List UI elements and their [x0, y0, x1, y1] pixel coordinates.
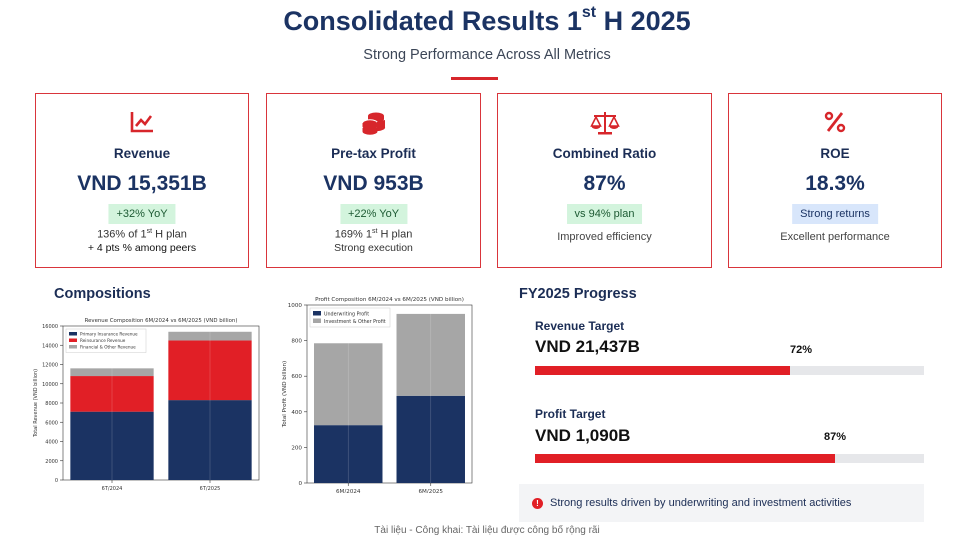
- bar-segment: [168, 331, 252, 341]
- y-tick-label: 600: [291, 374, 302, 380]
- card-value: 18.3%: [805, 172, 865, 195]
- status-badge: +22% YoY: [339, 204, 408, 224]
- card-note: 169% 1st H plan: [334, 228, 413, 241]
- y-tick-label: 2000: [45, 459, 58, 465]
- status-badge: vs 94% plan: [566, 204, 643, 224]
- revenue-target-value: VND 21,437B: [535, 337, 640, 356]
- x-tick-label: 6M/2025: [418, 489, 443, 493]
- card-value: VND 15,351B: [77, 172, 207, 195]
- legend-box: [65, 328, 147, 353]
- bar-segment: [70, 376, 154, 412]
- card-value: VND 953B: [323, 172, 424, 195]
- bar-segment: [314, 343, 383, 426]
- legend-swatch: [69, 332, 77, 336]
- bar-segment: [396, 395, 465, 483]
- bar-segment: [70, 368, 154, 377]
- status-badge: Strong returns: [792, 204, 878, 224]
- progress-heading: FY2025 Progress: [519, 286, 637, 302]
- bar-segment: [168, 400, 252, 480]
- y-axis-label: Total Revenue (VND billion): [33, 369, 39, 438]
- y-tick-label: 400: [291, 410, 302, 416]
- profit-target-value: VND 1,090B: [535, 426, 631, 445]
- profit-progress-fill: [535, 454, 835, 463]
- footer-note: Tài liệu - Công khai: Tài liệu được công…: [374, 525, 600, 536]
- page-title: Consolidated Results 1st H 2025: [283, 4, 691, 36]
- percent-icon: [729, 110, 941, 136]
- card-title: ROE: [820, 146, 850, 161]
- revenue-progress-bar: [535, 366, 924, 375]
- card-title: Pre-tax Profit: [331, 146, 416, 161]
- revenue-composition-chart: Revenue Composition 6M/2024 vs 6M/2025 (…: [33, 318, 260, 492]
- info-icon: !: [532, 497, 543, 509]
- y-tick-label: 6000: [45, 420, 58, 426]
- legend-swatch: [313, 311, 321, 316]
- legend-swatch: [313, 318, 321, 323]
- y-tick-label: 0: [55, 478, 58, 484]
- revenue-target-percent: 72%: [790, 344, 813, 356]
- card-note: 136% of 1st H plan: [97, 228, 187, 241]
- legend-label: Investment & Other Profit: [324, 319, 386, 325]
- info-text: Strong results driven by underwriting an…: [550, 497, 852, 509]
- legend-label: Financial & Other Revenue: [80, 345, 136, 350]
- legend-label: Primary Insurance Revenue: [80, 332, 138, 337]
- profit-progress-bar: [535, 454, 924, 463]
- x-tick-label: 6M/2024: [336, 489, 361, 493]
- profit-target-label: Profit Target: [535, 407, 606, 421]
- pretax-profit-card: Pre-tax Profit VND 953B +22% YoY 169% 1s…: [266, 93, 481, 268]
- y-tick-label: 8000: [45, 401, 58, 407]
- card-note: Excellent performance: [780, 231, 890, 243]
- balance-scale-icon: [498, 110, 711, 136]
- card-title: Combined Ratio: [552, 146, 657, 161]
- profit-target-percent: 87%: [824, 431, 847, 443]
- legend-label: Underwriting Profit: [324, 312, 369, 318]
- page-subtitle: Strong Performance Across All Metrics: [363, 47, 611, 63]
- legend-swatch: [69, 345, 77, 349]
- legend-box: [309, 307, 391, 328]
- card-value: 87%: [583, 172, 626, 195]
- y-axis-label: Total Profit (VND billion): [282, 361, 288, 428]
- y-tick-label: 10000: [42, 382, 58, 388]
- legend-swatch: [69, 338, 77, 342]
- chart-title: Profit Composition 6M/2024 vs 6M/2025 (V…: [315, 297, 464, 303]
- y-tick-label: 200: [291, 445, 302, 451]
- y-tick-label: 12000: [42, 363, 58, 369]
- y-tick-label: 1000: [288, 303, 303, 309]
- profit-composition-chart: Profit Composition 6M/2024 vs 6M/2025 (V…: [282, 297, 473, 493]
- revenue-progress-fill: [535, 366, 790, 375]
- y-tick-label: 0: [298, 481, 302, 487]
- bar-segment: [314, 425, 383, 483]
- revenue-card: Revenue VND 15,351B +32% YoY 136% of 1st…: [35, 93, 249, 268]
- y-tick-label: 4000: [45, 440, 58, 446]
- y-tick-label: 14000: [42, 343, 58, 349]
- y-tick-label: 16000: [42, 324, 58, 330]
- x-tick-label: 6T/2024: [102, 486, 123, 492]
- y-tick-label: 800: [291, 339, 302, 345]
- card-subnote: + 4 pts % among peers: [87, 242, 197, 254]
- bar-segment: [70, 411, 154, 480]
- roe-card: ROE 18.3% Strong returns Excellent perfo…: [728, 93, 942, 268]
- bar-segment: [396, 313, 465, 396]
- info-callout: ! Strong results driven by underwriting …: [519, 484, 924, 522]
- revenue-target-label: Revenue Target: [535, 319, 625, 333]
- coins-icon: [267, 110, 480, 136]
- x-tick-label: 6T/2025: [200, 486, 221, 492]
- chart-title: Revenue Composition 6M/2024 vs 6M/2025 (…: [85, 318, 238, 324]
- chart-line-icon: [36, 110, 248, 136]
- status-badge: +32% YoY: [108, 204, 176, 224]
- card-note: Improved efficiency: [557, 231, 652, 243]
- bar-segment: [168, 340, 252, 401]
- compositions-heading: Compositions: [54, 286, 151, 302]
- legend-label: Reinsurance Revenue: [80, 338, 126, 343]
- combined-ratio-card: Combined Ratio 87% vs 94% plan Improved …: [497, 93, 712, 268]
- card-subnote: Strong execution: [334, 242, 413, 254]
- title-underline: [451, 77, 498, 80]
- card-title: Revenue: [113, 146, 171, 161]
